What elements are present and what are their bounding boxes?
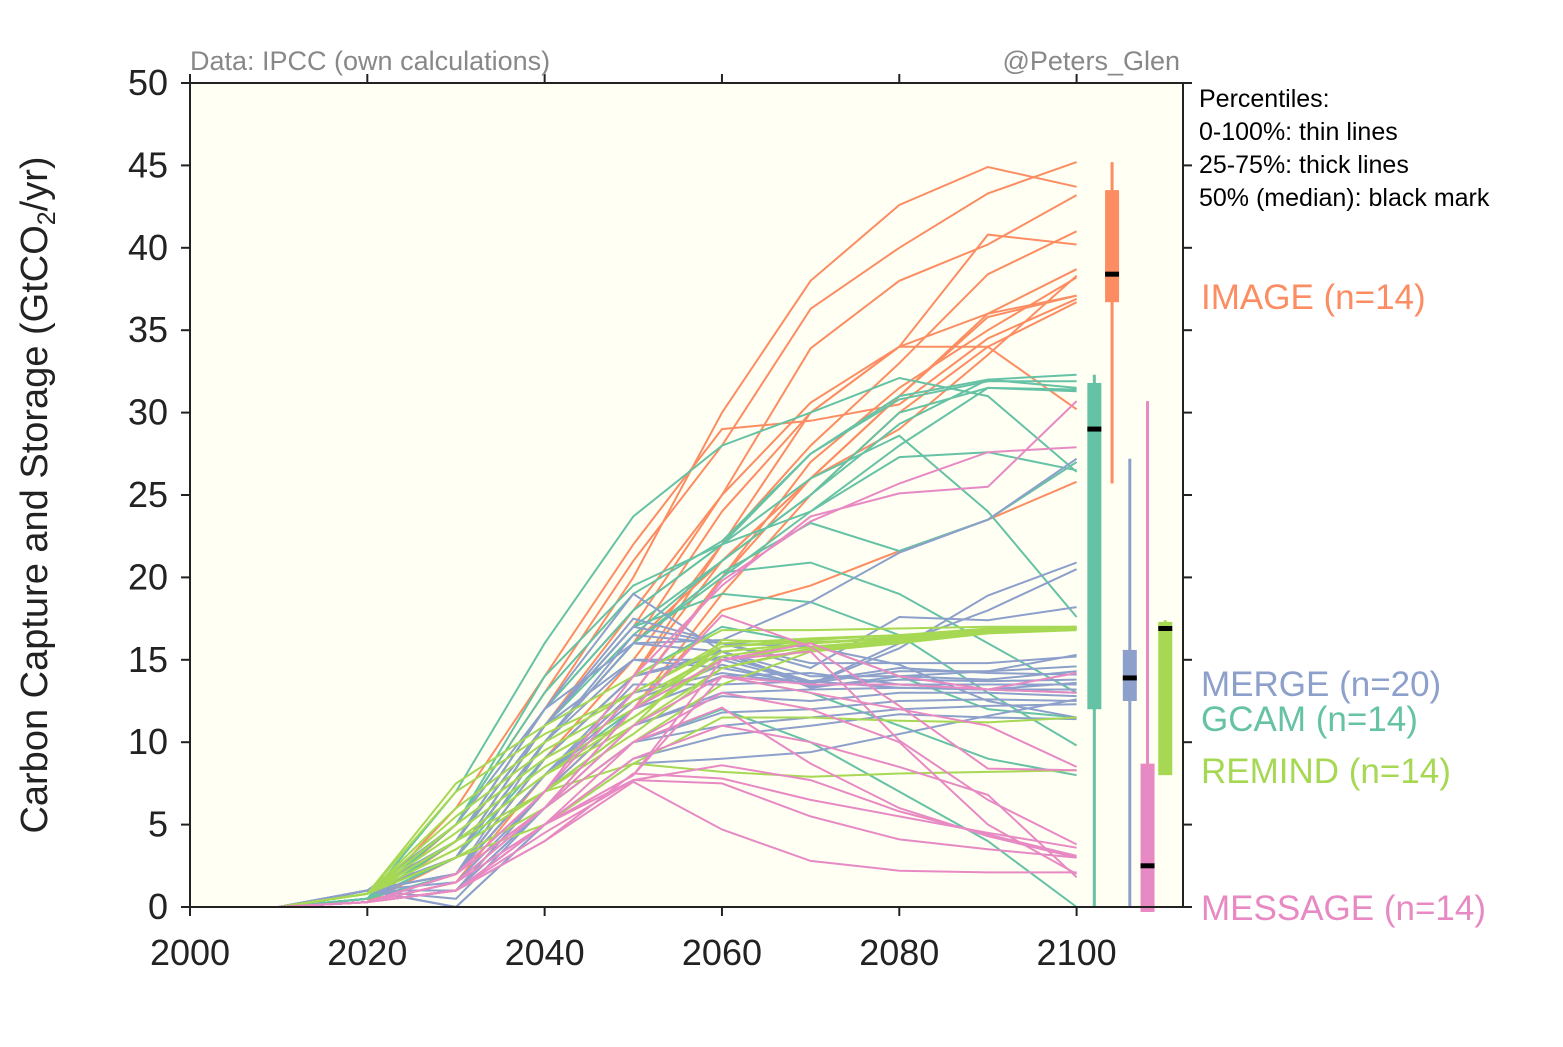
median-mark-remind xyxy=(1158,625,1173,631)
x-tick-label: 2020 xyxy=(327,932,407,973)
header-left: Data: IPCC (own calculations) xyxy=(190,46,550,76)
iqr-box-gcam xyxy=(1087,382,1102,710)
median-mark-gcam xyxy=(1087,426,1102,432)
legend-note: 50% (median): black mark xyxy=(1199,184,1490,212)
series-line-image-7 xyxy=(278,268,1078,908)
series-line-merge-16 xyxy=(278,698,1077,909)
x-tick-label: 2040 xyxy=(505,932,585,973)
series-line-gcam-7 xyxy=(278,451,1077,908)
series-line-message-13 xyxy=(278,675,1078,908)
series-line-remind-12 xyxy=(278,716,1077,908)
median-mark-merge xyxy=(1122,675,1137,681)
series-line-remind-13 xyxy=(278,762,1077,908)
model-label-image: IMAGE (n=14) xyxy=(1201,278,1426,317)
header-right: @Peters_Glen xyxy=(1003,46,1181,76)
y-tick-label: 10 xyxy=(128,721,168,762)
y-tick-label: 20 xyxy=(128,556,168,597)
model-label-message: MESSAGE (n=14) xyxy=(1201,889,1486,928)
y-tick-label: 35 xyxy=(128,309,168,350)
model-label-merge: MERGE (n=20) xyxy=(1201,665,1441,704)
iqr-box-message xyxy=(1140,763,1155,912)
legend-notes: Percentiles: 0-100%: thin lines 25-75%: th… xyxy=(1199,85,1490,212)
series-line-merge-13 xyxy=(278,698,1077,908)
series-line-merge-2 xyxy=(278,561,1077,908)
model-label-gcam: GCAM (n=14) xyxy=(1201,700,1418,739)
axes: 0 5 10 15 20 25 30 35 40 45 50 2000 2020 2040 2060 2080… xyxy=(128,62,1192,973)
series-line-merge-14 xyxy=(278,703,1077,908)
legend-note: 0-100%: thin lines xyxy=(1199,118,1398,146)
y-tick-label: 40 xyxy=(128,227,168,268)
y-label-main: Carbon Capture and Storage (GtCO xyxy=(14,225,56,833)
series-line-merge-0 xyxy=(278,592,1077,908)
y-tick-label: 15 xyxy=(128,639,168,680)
iqr-box-remind xyxy=(1158,621,1173,776)
percentile-boxes xyxy=(1087,162,1173,912)
plot-area xyxy=(190,83,1183,907)
y-tick-label: 30 xyxy=(128,392,168,433)
median-mark-message xyxy=(1140,863,1155,869)
y-tick-label: 50 xyxy=(128,62,168,103)
y-label-subscript: 2 xyxy=(33,211,61,225)
series-line-message-12 xyxy=(278,691,1078,908)
x-tick-label: 2100 xyxy=(1037,932,1117,973)
x-tick-label: 2080 xyxy=(859,932,939,973)
y-tick-label: 0 xyxy=(148,886,168,927)
legend-note: Percentiles: xyxy=(1199,85,1330,113)
y-tick-label: 5 xyxy=(148,804,168,845)
series-line-remind-0 xyxy=(278,625,1077,908)
y-label-end: /yr) xyxy=(14,156,56,211)
model-labels: IMAGE (n=14) GCAM (n=14)MERGE (n=20) REMIN… xyxy=(1201,278,1486,928)
y-tick-label: 45 xyxy=(128,144,168,185)
series-line-remind-10 xyxy=(278,625,1077,908)
legend-note: 25-75%: thick lines xyxy=(1199,151,1409,179)
iqr-box-image xyxy=(1105,190,1120,303)
median-mark-image xyxy=(1105,271,1120,277)
x-tick-label: 2000 xyxy=(150,932,230,973)
x-tick-label: 2060 xyxy=(682,932,762,973)
series-line-message-11 xyxy=(278,724,1078,908)
y-tick-label: 25 xyxy=(128,474,168,515)
y-axis-label: Carbon Capture and Storage (GtCO2/yr) xyxy=(14,156,61,833)
model-label-remind: REMIND (n=14) xyxy=(1201,752,1451,791)
scenario-lines xyxy=(278,161,1078,909)
